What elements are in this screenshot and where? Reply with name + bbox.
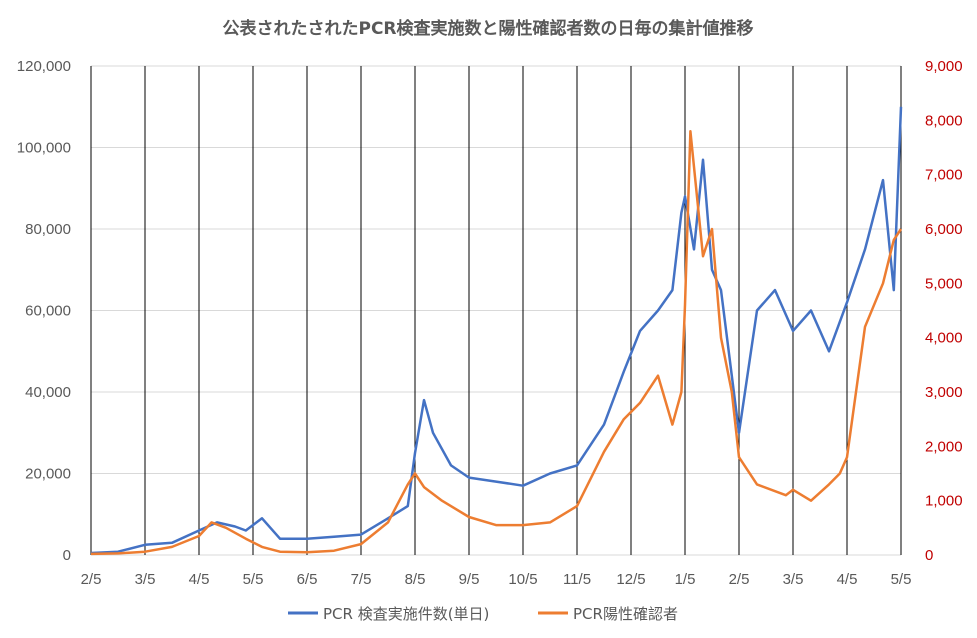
- x-tick-label: 3/5: [783, 571, 804, 588]
- x-tick-label: 2/5: [81, 571, 102, 588]
- x-tick-label: 11/5: [563, 571, 591, 588]
- chart-title: 公表されたされたPCR検査実施数と陽性確認者数の日毎の集計値推移: [222, 18, 753, 39]
- y-left-tick-label: 80,000: [25, 221, 71, 238]
- x-tick-label: 9/5: [459, 571, 480, 588]
- series-layer: [90, 106, 903, 556]
- x-tick-label: 10/5: [508, 571, 537, 588]
- x-tick-label: 4/5: [189, 571, 210, 588]
- y-right-tick-label: 2,000: [925, 438, 963, 455]
- y-left-tick-label: 20,000: [25, 466, 71, 483]
- x-tick-label: 1/5: [675, 571, 696, 588]
- x-tick-label: 3/5: [135, 571, 156, 588]
- x-tick-label: 7/5: [351, 571, 372, 588]
- x-tick-label: 6/5: [297, 571, 318, 588]
- legend-label-positive-cases: PCR陽性確認者: [573, 605, 678, 623]
- legend-label-pcr-tests: PCR 検査実施件数(単日): [323, 605, 489, 623]
- y-left-tick-label: 40,000: [25, 384, 71, 401]
- series-line-pcr-tests: [90, 106, 903, 555]
- y-right-tick-label: 7,000: [925, 167, 963, 184]
- x-tick-label: 2/5: [729, 571, 750, 588]
- x-tick-label: 8/5: [405, 571, 426, 588]
- y-right-tick-label: 8,000: [925, 112, 963, 129]
- y-right-tick-label: 4,000: [925, 330, 963, 347]
- y-right-tick-label: 3,000: [925, 384, 963, 401]
- x-tick-label: 12/5: [616, 571, 645, 588]
- x-tick-label: 5/5: [243, 571, 264, 588]
- legend: PCR 検査実施件数(単日) PCR陽性確認者: [288, 605, 678, 623]
- y-right-tick-label: 0: [925, 547, 933, 564]
- y-right-tick-label: 6,000: [925, 221, 963, 238]
- series-line-positive-cases: [90, 129, 903, 556]
- ticks-layer: 0 20,000 40,000 60,000 80,000 100,000 120,000 0…: [17, 58, 963, 588]
- y-right-tick-label: 5,000: [925, 275, 963, 292]
- y-left-tick-label: 0: [63, 547, 71, 564]
- y-right-tick-label: 9,000: [925, 58, 963, 75]
- x-tick-label: 5/5: [891, 571, 912, 588]
- y-right-tick-label: 1,000: [925, 493, 963, 510]
- y-left-tick-label: 120,000: [17, 58, 71, 75]
- y-left-tick-label: 100,000: [17, 140, 71, 157]
- y-left-tick-label: 60,000: [25, 303, 71, 320]
- x-tick-label: 4/5: [837, 571, 858, 588]
